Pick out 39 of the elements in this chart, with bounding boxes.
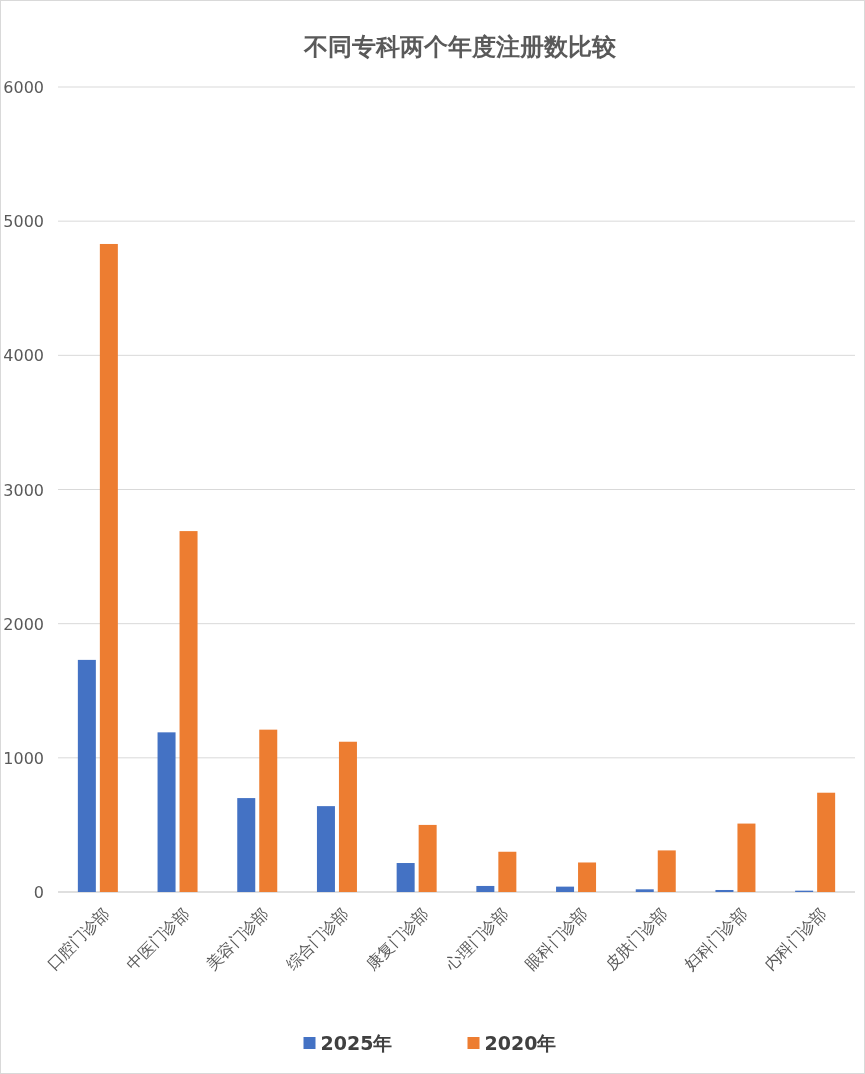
y-tick-label: 3000 — [3, 480, 44, 500]
bar — [418, 824, 437, 892]
bar — [77, 659, 96, 892]
y-tick-label: 5000 — [3, 212, 44, 232]
x-tick-label: 心理门诊部 — [440, 903, 512, 975]
bar — [157, 732, 176, 892]
bar — [396, 863, 415, 892]
bar — [635, 889, 654, 892]
y-tick-label: 2000 — [3, 614, 44, 634]
legend-label: 2025年 — [320, 1032, 393, 1054]
bar — [657, 850, 676, 892]
x-tick-label: 中医门诊部 — [122, 903, 193, 974]
legend-label: 2020年 — [484, 1032, 557, 1054]
bar — [237, 798, 256, 892]
bar — [259, 729, 278, 892]
x-tick-label: 美容门诊部 — [202, 903, 273, 974]
x-tick-label: 康复门诊部 — [361, 903, 432, 974]
x-tick-label: 眼科门诊部 — [521, 903, 592, 974]
x-tick-label: 内科门诊部 — [760, 903, 831, 974]
x-tick-label: 妇科门诊部 — [680, 903, 751, 974]
bar — [737, 823, 756, 892]
bar — [476, 885, 495, 892]
y-tick-label: 4000 — [3, 346, 44, 366]
bar — [498, 851, 517, 892]
bar — [578, 862, 597, 892]
bar — [715, 889, 734, 892]
x-tick-label: 综合门诊部 — [282, 903, 353, 974]
bar — [99, 243, 118, 892]
bar — [316, 806, 335, 892]
x-tick-label: 皮肤门诊部 — [601, 903, 672, 974]
x-tick-label: 口腔门诊部 — [43, 903, 114, 974]
chart-title: 不同专科两个年度注册数比较 — [303, 33, 617, 61]
y-tick-label: 0 — [33, 883, 44, 902]
y-tick-label: 6000 — [3, 78, 44, 97]
bar — [817, 792, 836, 892]
bar — [338, 741, 357, 892]
y-tick-label: 1000 — [3, 748, 44, 768]
bar — [179, 531, 198, 892]
bar — [556, 886, 575, 892]
